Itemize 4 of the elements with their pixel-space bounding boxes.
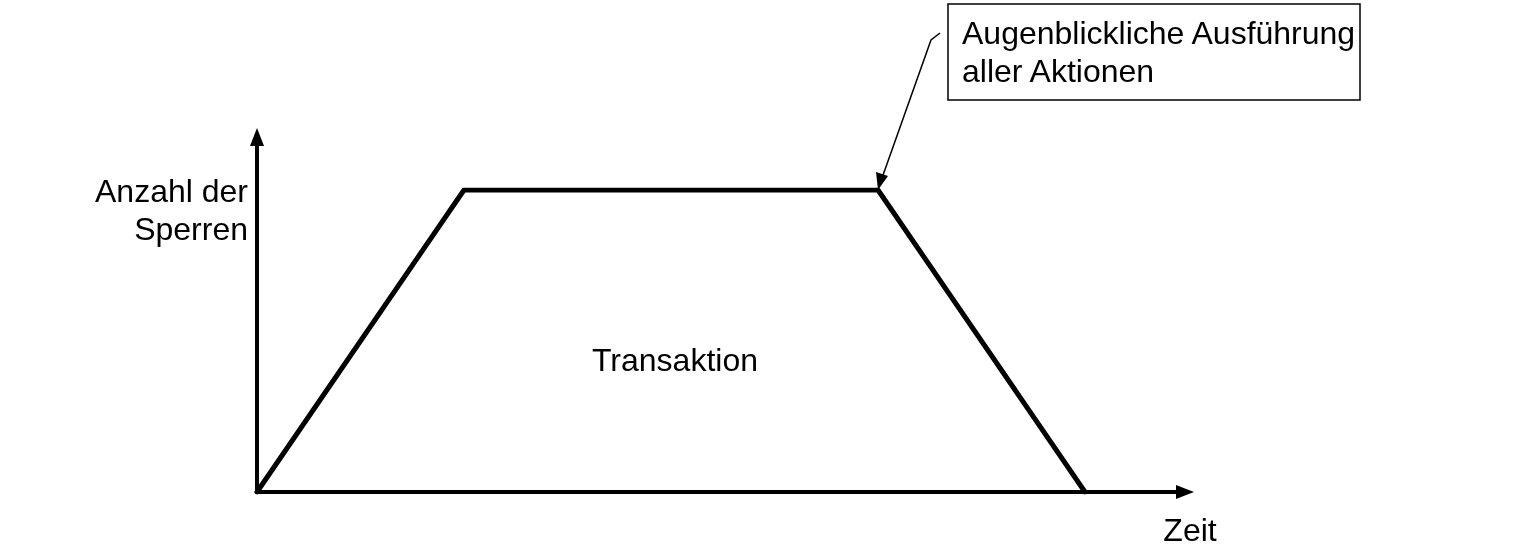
- text: Augenblickliche Ausführung aller Aktionen: [962, 15, 1356, 89]
- annotation: Transaktion: [592, 342, 758, 378]
- y-axis-title: Anzahl der Sperren: [95, 173, 249, 247]
- x-axis-title: Zeit: [1163, 512, 1217, 548]
